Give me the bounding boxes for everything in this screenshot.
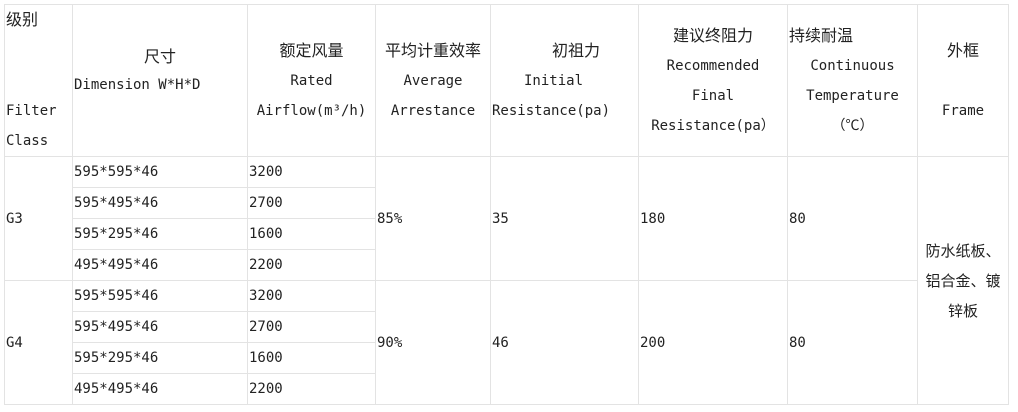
arrestance-cell: 85% bbox=[375, 156, 491, 281]
frame-text: 防水纸板、 bbox=[925, 241, 1001, 260]
airflow-cell: 1600 bbox=[247, 342, 376, 374]
label: Dimension W*H*D bbox=[74, 76, 201, 93]
header-row: 级别 Filter Class 尺寸 Dimension W*H*D 额定风量 Rate… bbox=[4, 4, 1009, 157]
final-resistance-cell: 200 bbox=[638, 280, 788, 405]
table-row: 595*295*46 1600 bbox=[5, 342, 1009, 374]
label: Average bbox=[403, 72, 463, 89]
airflow-cell: 2700 bbox=[247, 311, 376, 343]
label: Class bbox=[6, 133, 49, 149]
label: 额定风量 bbox=[279, 40, 344, 60]
label: Rated bbox=[290, 72, 333, 89]
label: 持续耐温 bbox=[789, 25, 854, 45]
label: 平均计重效率 bbox=[384, 40, 481, 60]
label: Recommended bbox=[666, 57, 760, 74]
label: Airflow(m³/h) bbox=[256, 102, 367, 119]
label: 建议终阻力 bbox=[672, 25, 753, 45]
header-final-resistance: 建议终阻力 Recommended Final Resistance(pa） bbox=[638, 4, 788, 157]
airflow-cell: 3200 bbox=[247, 156, 376, 188]
header-filter-class: 级别 Filter Class bbox=[4, 4, 73, 157]
label: Resistance(pa) bbox=[492, 102, 611, 119]
temperature-cell: 80 bbox=[787, 280, 918, 405]
table-row: 595*495*46 2700 bbox=[5, 187, 1009, 219]
label: 尺寸 bbox=[143, 46, 176, 66]
filter-spec-table: 级别 Filter Class 尺寸 Dimension W*H*D 额定风量 Rate… bbox=[4, 4, 1009, 405]
airflow-cell: 3200 bbox=[247, 280, 376, 312]
label: （℃） bbox=[831, 117, 874, 134]
label: 级别 bbox=[6, 10, 39, 29]
dimension-cell: 595*295*46 bbox=[72, 218, 248, 250]
initial-resistance-cell: 35 bbox=[490, 156, 639, 281]
filter-class-cell: G4 bbox=[4, 280, 73, 405]
header-airflow: 额定风量 Rated Airflow(m³/h) bbox=[247, 4, 376, 157]
label: 初祖力 bbox=[552, 40, 601, 60]
header-frame: 外框 Frame bbox=[917, 4, 1009, 157]
airflow-cell: 2200 bbox=[247, 373, 376, 405]
frame-text: 铝合金、镀 bbox=[925, 271, 1001, 290]
dimension-cell: 595*595*46 bbox=[72, 280, 248, 312]
dimension-cell: 495*495*46 bbox=[72, 249, 248, 281]
frame-text: 锌板 bbox=[947, 301, 978, 320]
table-row: 595*295*46 1600 bbox=[5, 218, 1009, 250]
label: Continuous bbox=[810, 57, 895, 74]
final-resistance-cell: 180 bbox=[638, 156, 788, 281]
airflow-cell: 1600 bbox=[247, 218, 376, 250]
header-arrestance: 平均计重效率 Average Arrestance bbox=[375, 4, 491, 157]
table-row: 595*495*46 2700 bbox=[5, 311, 1009, 343]
airflow-cell: 2700 bbox=[247, 187, 376, 219]
initial-resistance-cell: 46 bbox=[490, 280, 639, 405]
frame-cell: 防水纸板、铝合金、镀锌板 bbox=[917, 156, 1009, 405]
label: Initial bbox=[524, 72, 584, 89]
label: Frame bbox=[941, 102, 985, 119]
label: Arrestance bbox=[390, 102, 476, 119]
dimension-cell: 595*595*46 bbox=[72, 156, 248, 188]
table-row: 495*495*46 2200 bbox=[5, 373, 1009, 405]
filter-class-cell: G3 bbox=[4, 156, 73, 281]
dimension-cell: 495*495*46 bbox=[72, 373, 248, 405]
dimension-cell: 595*495*46 bbox=[72, 311, 248, 343]
header-temperature: 持续耐温 Continuous Temperature （℃） bbox=[787, 4, 918, 157]
header-dimension: 尺寸 Dimension W*H*D bbox=[72, 4, 248, 157]
dimension-cell: 595*495*46 bbox=[72, 187, 248, 219]
temperature-cell: 80 bbox=[787, 156, 918, 281]
label: Temperature bbox=[806, 87, 899, 104]
header-initial-resistance: 初祖力 Initial Resistance(pa) bbox=[490, 4, 639, 157]
table-row: 495*495*46 2200 bbox=[5, 249, 1009, 281]
arrestance-cell: 90% bbox=[375, 280, 491, 405]
airflow-cell: 2200 bbox=[247, 249, 376, 281]
label: Filter bbox=[6, 103, 57, 119]
dimension-cell: 595*295*46 bbox=[72, 342, 248, 374]
table-row: G4 595*595*46 3200 90% 46 200 80 bbox=[4, 280, 1009, 405]
label: Resistance(pa） bbox=[651, 117, 775, 134]
table-row: G3 595*595*46 3200 85% 35 180 80 防水纸板、 铝合金、镀 锌板 bbox=[4, 156, 1009, 405]
label: 外框 bbox=[946, 40, 979, 60]
label: Final bbox=[691, 87, 735, 104]
